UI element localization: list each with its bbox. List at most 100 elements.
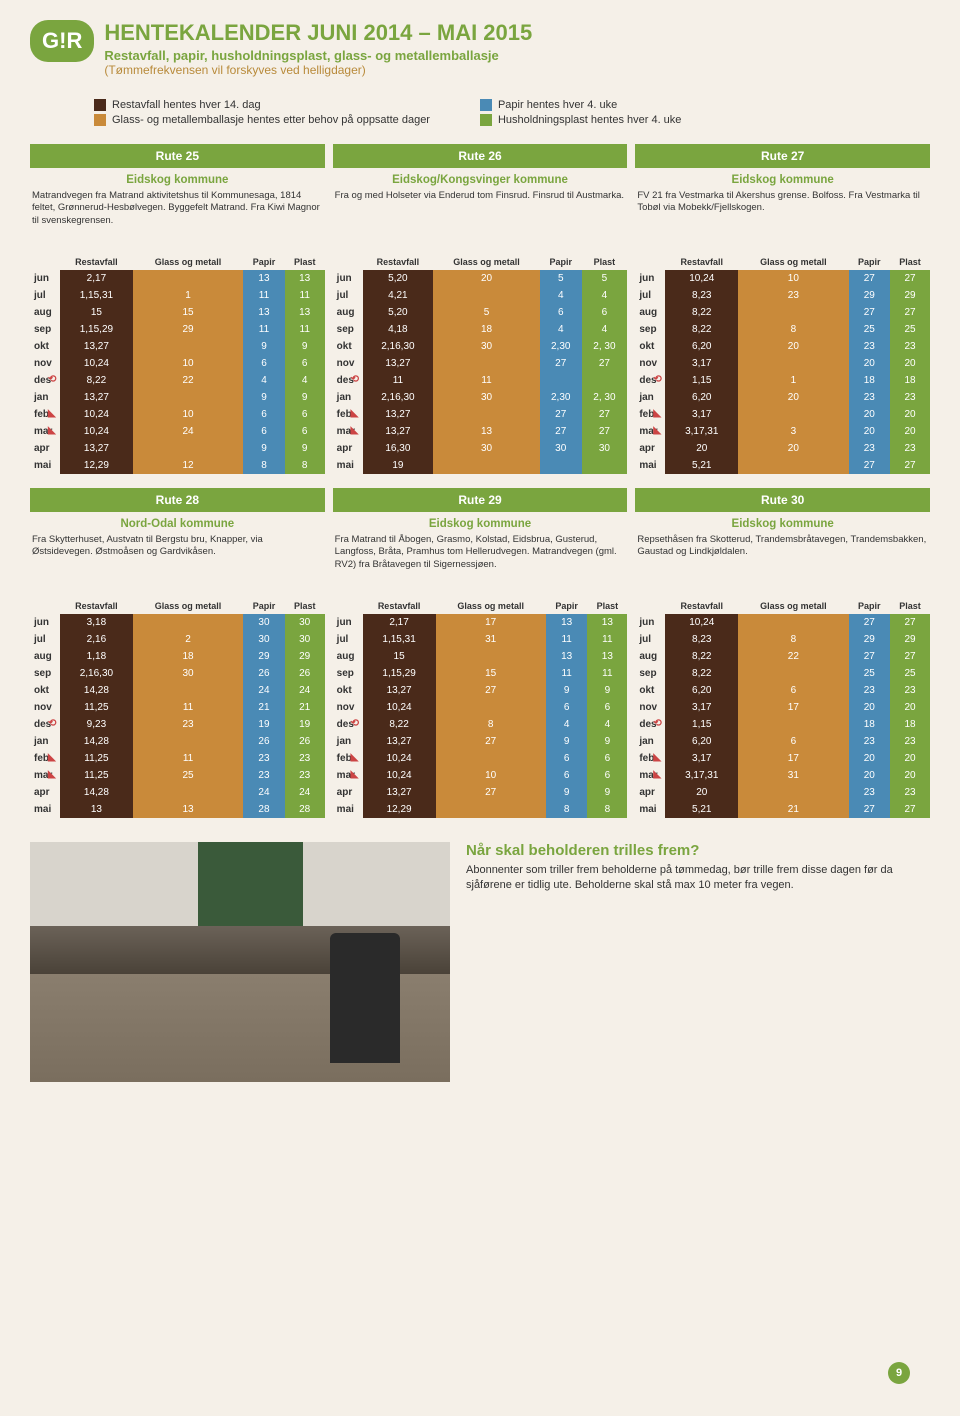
value-cell: 5 bbox=[433, 304, 540, 321]
col-header: Restavfall bbox=[665, 254, 738, 270]
value-cell: 8,22 bbox=[60, 372, 133, 389]
month-cell: okt bbox=[30, 338, 60, 355]
value-cell: 8,22 bbox=[665, 665, 738, 682]
value-cell: 11,25 bbox=[60, 750, 133, 767]
month-cell: sep bbox=[333, 665, 363, 682]
table-row: jul1,15,3111111 bbox=[30, 287, 325, 304]
value-cell: 6 bbox=[587, 767, 627, 784]
col-header: Plast bbox=[285, 598, 325, 614]
value-cell: 8,22 bbox=[665, 648, 738, 665]
value-cell: 3 bbox=[738, 423, 848, 440]
table-row: mai12,2988 bbox=[333, 801, 628, 818]
table-row: nov3,172020 bbox=[635, 355, 930, 372]
value-cell: 1,15 bbox=[665, 372, 738, 389]
table-row: jul2,1623030 bbox=[30, 631, 325, 648]
value-cell: 22 bbox=[738, 648, 848, 665]
value-cell: 22 bbox=[133, 372, 243, 389]
col-header: Plast bbox=[890, 254, 930, 270]
month-cell: jun bbox=[30, 614, 60, 631]
table-row: jan6,2062323 bbox=[635, 733, 930, 750]
rute-description: Repsethåsen fra Skotterud, Trandemsbråta… bbox=[635, 534, 930, 590]
table-row: okt2,16,30302,302, 30 bbox=[333, 338, 628, 355]
value-cell: 13,27 bbox=[363, 423, 433, 440]
value-cell: 2,16,30 bbox=[60, 665, 133, 682]
col-header: Glass og metall bbox=[133, 254, 243, 270]
col-header: Glass og metall bbox=[738, 254, 848, 270]
value-cell: 8 bbox=[546, 801, 588, 818]
page-title: HENTEKALENDER JUNI 2014 – MAI 2015 bbox=[104, 20, 532, 46]
table-row: jun10,24102727 bbox=[635, 270, 930, 287]
table-row: jan13,2799 bbox=[30, 389, 325, 406]
value-cell: 6 bbox=[738, 682, 848, 699]
value-cell: 25 bbox=[890, 321, 930, 338]
rute-title: Rute 28 bbox=[30, 488, 325, 512]
value-cell bbox=[133, 682, 243, 699]
flag-icon: ⟲ bbox=[351, 718, 361, 728]
photo bbox=[30, 842, 450, 1082]
month-cell: sep bbox=[635, 665, 665, 682]
value-cell: 27 bbox=[582, 423, 628, 440]
value-cell: 11 bbox=[363, 372, 433, 389]
value-cell: 8,22 bbox=[665, 304, 738, 321]
col-header: Papir bbox=[243, 598, 285, 614]
table-row: feb◣13,272727 bbox=[333, 406, 628, 423]
value-cell: 10,24 bbox=[363, 750, 436, 767]
value-cell: 6 bbox=[546, 699, 588, 716]
table-row: aug15151313 bbox=[30, 304, 325, 321]
value-cell: 20 bbox=[890, 699, 930, 716]
value-cell: 26 bbox=[285, 665, 325, 682]
value-cell: 6 bbox=[587, 750, 627, 767]
value-cell: 23 bbox=[849, 733, 891, 750]
value-cell: 27 bbox=[890, 648, 930, 665]
value-cell: 8,23 bbox=[665, 631, 738, 648]
flag-icon: ◣ bbox=[653, 425, 663, 435]
value-cell bbox=[738, 304, 848, 321]
month-cell: okt bbox=[30, 682, 60, 699]
value-cell bbox=[133, 614, 243, 631]
value-cell: 23 bbox=[890, 389, 930, 406]
value-cell: 27 bbox=[436, 682, 546, 699]
value-cell bbox=[738, 665, 848, 682]
month-cell: jan bbox=[30, 389, 60, 406]
value-cell: 6 bbox=[285, 406, 325, 423]
value-cell: 9 bbox=[546, 682, 588, 699]
col-header: Papir bbox=[849, 254, 891, 270]
month-cell: mai bbox=[30, 801, 60, 818]
value-cell: 30 bbox=[243, 631, 285, 648]
rute-title: Rute 26 bbox=[333, 144, 628, 168]
value-cell: 23 bbox=[243, 767, 285, 784]
table-row: nov11,25112121 bbox=[30, 699, 325, 716]
legend-item: Papir hentes hver 4. uke bbox=[480, 99, 681, 111]
table-row: des⟲1,151818 bbox=[635, 716, 930, 733]
value-cell: 8 bbox=[243, 457, 285, 474]
table-row: mar◣13,27132727 bbox=[333, 423, 628, 440]
value-cell: 8 bbox=[436, 716, 546, 733]
value-cell: 25 bbox=[849, 321, 891, 338]
table-row: apr20202323 bbox=[635, 440, 930, 457]
col-header: Restavfall bbox=[363, 254, 433, 270]
month-cell: okt bbox=[635, 682, 665, 699]
value-cell bbox=[433, 287, 540, 304]
rute-kommune: Eidskog kommune bbox=[333, 512, 628, 534]
value-cell: 17 bbox=[436, 614, 546, 631]
rute-description: Fra Matrand til Åbogen, Grasmo, Kolstad,… bbox=[333, 534, 628, 590]
value-cell: 29 bbox=[890, 631, 930, 648]
value-cell: 13,27 bbox=[363, 784, 436, 801]
month-cell: des⟲ bbox=[635, 716, 665, 733]
value-cell: 6 bbox=[582, 304, 628, 321]
schedule-table: RestavfallGlass og metallPapirPlastjun3,… bbox=[30, 598, 325, 818]
value-cell: 1,15,29 bbox=[60, 321, 133, 338]
value-cell: 25 bbox=[890, 665, 930, 682]
col-header: Glass og metall bbox=[133, 598, 243, 614]
month-cell: des⟲ bbox=[635, 372, 665, 389]
month-cell: okt bbox=[333, 682, 363, 699]
table-row: mar◣10,242466 bbox=[30, 423, 325, 440]
value-cell: 2,30 bbox=[540, 389, 582, 406]
value-cell: 30 bbox=[433, 440, 540, 457]
month-cell: jul bbox=[333, 631, 363, 648]
value-cell: 20 bbox=[665, 784, 738, 801]
value-cell: 18 bbox=[133, 648, 243, 665]
value-cell bbox=[133, 270, 243, 287]
table-row: feb◣10,241066 bbox=[30, 406, 325, 423]
value-cell: 8 bbox=[738, 321, 848, 338]
